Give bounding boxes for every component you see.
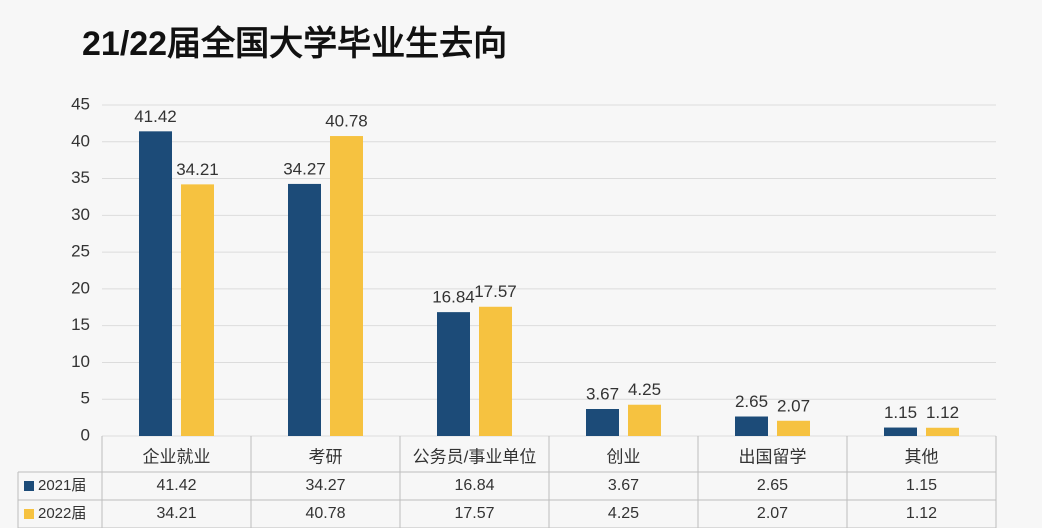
bar	[288, 183, 321, 436]
table-cell: 41.42	[156, 477, 196, 494]
table-cell: 40.78	[305, 505, 345, 522]
value-label: 17.57	[474, 282, 517, 301]
legend-label: 2021届	[38, 477, 86, 494]
y-tick-label: 5	[81, 389, 90, 408]
value-label: 40.78	[325, 112, 368, 131]
table-cell: 2.07	[757, 505, 788, 522]
table-cell: 3.67	[608, 477, 639, 494]
y-tick-label: 15	[71, 315, 90, 334]
value-label: 16.84	[432, 288, 475, 307]
value-label: 41.42	[134, 107, 177, 126]
bar	[181, 184, 214, 436]
chart-title: 21/22届全国大学毕业生去向	[82, 24, 507, 63]
value-label: 1.12	[926, 403, 959, 422]
x-tick-label: 企业就业	[143, 447, 211, 466]
x-tick-label: 其他	[905, 447, 939, 466]
y-tick-label: 20	[71, 278, 90, 297]
value-label: 2.65	[735, 392, 768, 411]
x-tick-label: 公务员/事业单位	[413, 447, 537, 466]
table-cell: 1.12	[906, 505, 937, 522]
bar	[777, 420, 810, 436]
x-tick-label: 创业	[607, 447, 641, 466]
bar	[926, 427, 959, 436]
y-tick-label: 25	[71, 242, 90, 261]
y-tick-label: 45	[71, 94, 90, 113]
value-label: 34.27	[283, 159, 326, 178]
bar	[628, 404, 661, 436]
table-cell: 2.65	[757, 477, 788, 494]
table-cell: 34.27	[305, 477, 345, 494]
value-label: 2.07	[777, 396, 810, 415]
bar	[735, 416, 768, 436]
value-label: 3.67	[586, 384, 619, 403]
y-tick-label: 30	[71, 205, 90, 224]
legend-swatch	[24, 509, 34, 519]
bar	[437, 312, 470, 436]
x-tick-label: 出国留学	[739, 447, 807, 466]
table-cell: 17.57	[454, 505, 494, 522]
x-tick-label: 考研	[309, 447, 343, 466]
table-cell: 34.21	[156, 505, 196, 522]
bar	[479, 306, 512, 436]
bar	[884, 427, 917, 436]
value-label: 1.15	[884, 403, 917, 422]
y-tick-label: 0	[81, 425, 90, 444]
legend-label: 2022届	[38, 505, 86, 522]
y-tick-label: 35	[71, 168, 90, 187]
bar	[330, 136, 363, 436]
bar	[586, 409, 619, 436]
bar	[139, 131, 172, 436]
y-tick-label: 40	[71, 131, 90, 150]
y-tick-label: 10	[71, 352, 90, 371]
table-cell: 4.25	[608, 505, 639, 522]
legend-swatch	[24, 481, 34, 491]
table-cell: 1.15	[906, 477, 937, 494]
table-cell: 16.84	[454, 477, 494, 494]
value-label: 4.25	[628, 380, 661, 399]
value-label: 34.21	[176, 160, 219, 179]
